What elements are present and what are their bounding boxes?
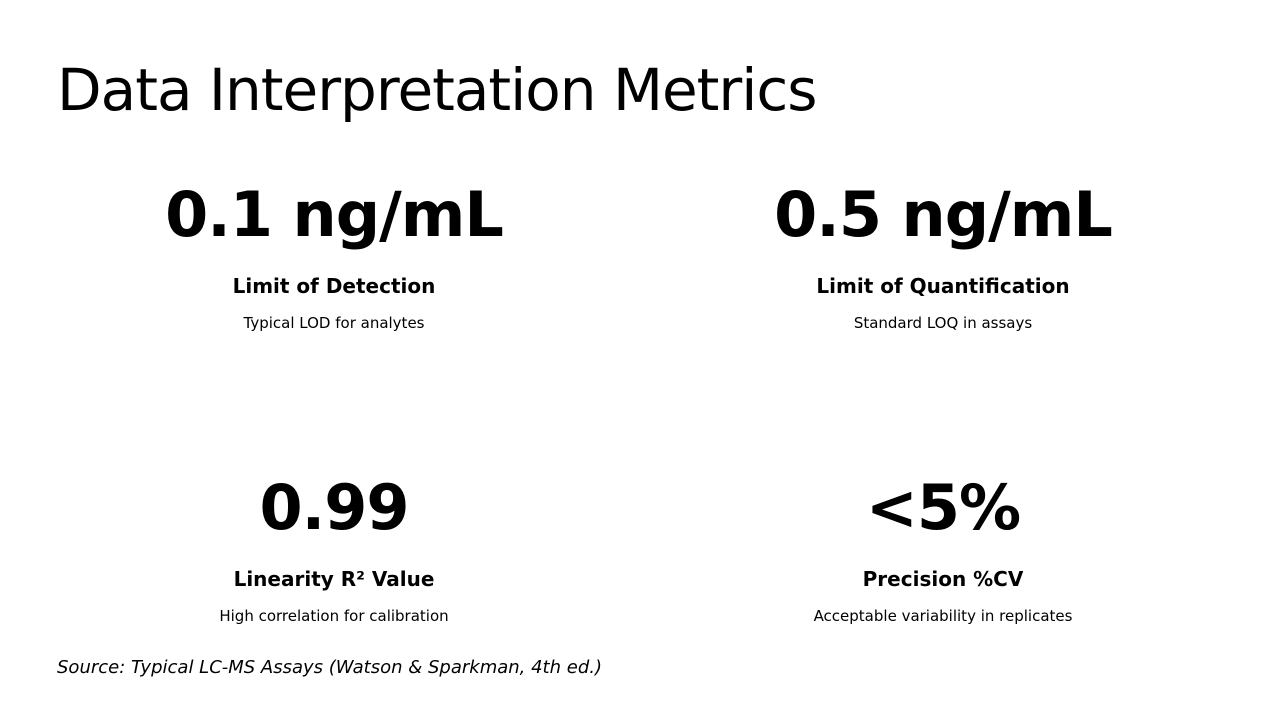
metric-value: 0.1 ng/mL xyxy=(165,178,504,251)
metric-description: Typical LOD for analytes xyxy=(243,314,425,332)
metric-card: 0.1 ng/mL Limit of Detection Typical LOD f… xyxy=(54,178,614,333)
metric-value: <5% xyxy=(865,471,1021,544)
metric-label: Limit of Detection xyxy=(232,274,436,298)
metric-description: Acceptable variability in replicates xyxy=(813,607,1073,625)
metric-value: 0.5 ng/mL xyxy=(774,178,1113,251)
metric-card: 0.99 Linearity R² Value High correlation f… xyxy=(54,471,614,626)
metric-label: Precision %CV xyxy=(862,567,1024,591)
metric-label: Limit of Quantification xyxy=(816,274,1070,298)
source: Source: Typical LC-MS Assays (Watson & S… xyxy=(57,657,602,678)
title: Data Interpretation Metrics xyxy=(57,56,817,124)
metric-description: High correlation for calibration xyxy=(219,607,449,625)
metric-label: Linearity R² Value xyxy=(233,567,435,591)
metric-description: Standard LOQ in assays xyxy=(853,314,1033,332)
metric-card: <5% Precision %CV Acceptable variability i… xyxy=(663,471,1223,626)
metric-value: 0.99 xyxy=(259,471,410,544)
metric-card: 0.5 ng/mL Limit of Quantification Standard… xyxy=(663,178,1223,333)
